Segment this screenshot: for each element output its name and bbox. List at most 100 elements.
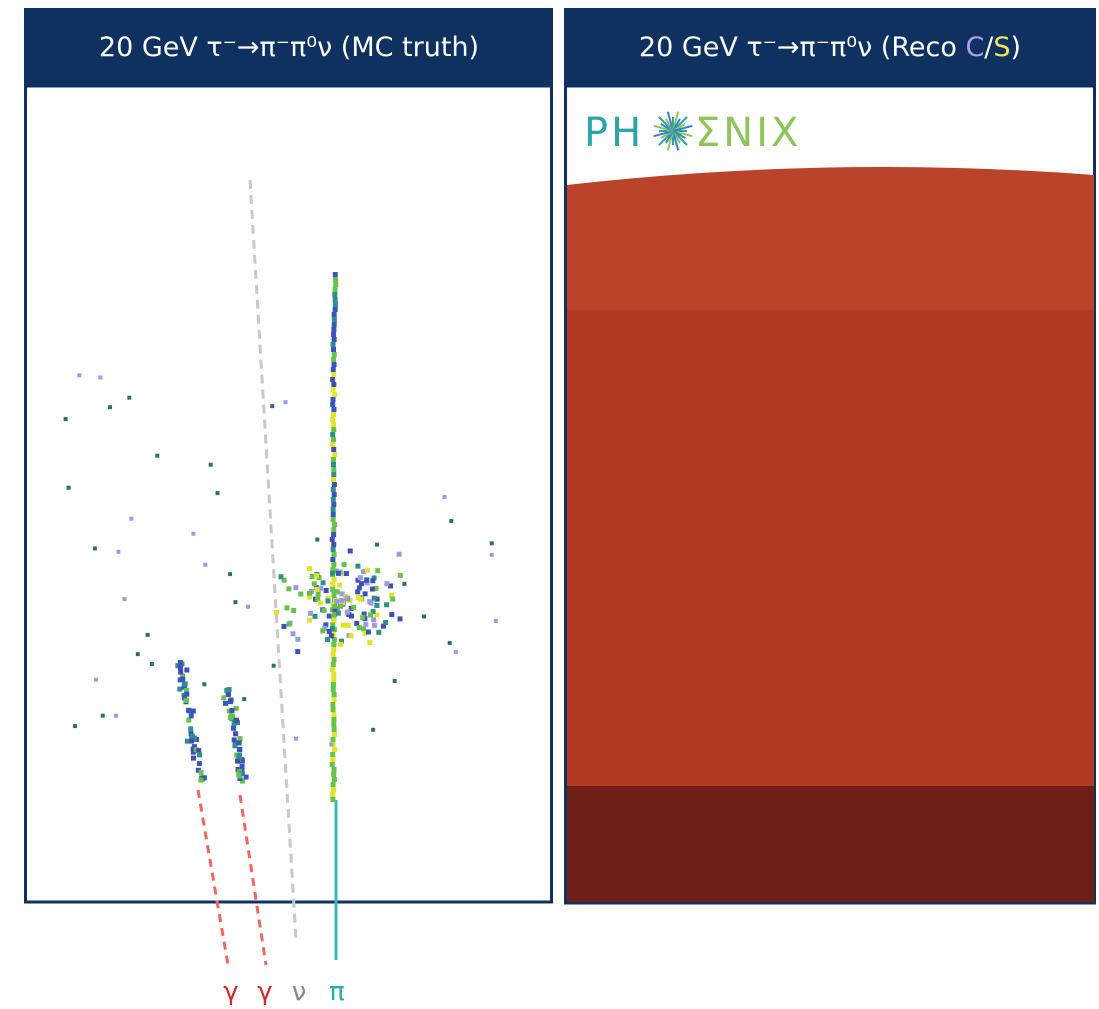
hit bbox=[114, 714, 118, 718]
hit bbox=[332, 767, 337, 772]
hit bbox=[331, 672, 336, 677]
hit bbox=[402, 582, 406, 586]
hit bbox=[331, 347, 336, 352]
hit bbox=[331, 772, 336, 777]
hit bbox=[365, 568, 370, 573]
hit bbox=[228, 699, 233, 704]
hit bbox=[203, 563, 207, 567]
hit bbox=[223, 701, 228, 706]
hit bbox=[332, 312, 337, 317]
hit bbox=[322, 608, 327, 613]
hit bbox=[330, 557, 335, 562]
hit bbox=[178, 670, 183, 675]
hit bbox=[345, 623, 350, 628]
hit bbox=[307, 591, 312, 596]
hit bbox=[229, 713, 234, 718]
hit bbox=[330, 377, 335, 382]
hit bbox=[372, 596, 377, 601]
hit bbox=[345, 610, 350, 615]
hit bbox=[190, 734, 195, 739]
hit bbox=[331, 447, 336, 452]
hit bbox=[286, 622, 291, 627]
title-text: 20 GeV τ⁻→π⁻π⁰ν (Reco bbox=[639, 32, 966, 63]
hit bbox=[331, 782, 336, 787]
hit bbox=[330, 402, 335, 407]
hit bbox=[331, 687, 336, 692]
hit bbox=[334, 599, 339, 604]
hit bbox=[186, 718, 191, 723]
hit bbox=[490, 553, 494, 557]
hit bbox=[233, 731, 238, 736]
hit bbox=[357, 625, 362, 630]
hit bbox=[329, 742, 333, 746]
hit bbox=[332, 317, 337, 322]
hit bbox=[339, 598, 344, 603]
hit bbox=[146, 633, 150, 637]
hit bbox=[332, 657, 337, 662]
hit bbox=[398, 616, 403, 621]
hit bbox=[363, 622, 368, 627]
hit bbox=[331, 367, 336, 372]
hit bbox=[182, 681, 187, 686]
hit bbox=[237, 747, 242, 752]
hit bbox=[331, 467, 336, 472]
hit bbox=[191, 532, 195, 536]
hit bbox=[233, 600, 237, 604]
hit bbox=[332, 577, 337, 582]
hit bbox=[278, 574, 283, 579]
hit bbox=[336, 611, 341, 616]
hit bbox=[244, 775, 249, 780]
hit bbox=[325, 637, 330, 642]
hit bbox=[331, 477, 336, 482]
hit bbox=[341, 623, 346, 628]
hit bbox=[331, 722, 336, 727]
hit bbox=[331, 512, 336, 517]
hit bbox=[238, 736, 243, 741]
hit bbox=[376, 630, 381, 635]
hit bbox=[330, 737, 335, 742]
hit bbox=[366, 630, 371, 635]
hit bbox=[307, 566, 312, 571]
hit bbox=[332, 452, 337, 457]
hit bbox=[337, 583, 342, 588]
hit bbox=[331, 517, 336, 522]
hit bbox=[332, 322, 337, 327]
hit bbox=[281, 624, 286, 629]
hit bbox=[227, 687, 232, 692]
hit bbox=[136, 652, 140, 656]
photon-label: γ bbox=[257, 977, 272, 1005]
hit bbox=[270, 404, 274, 408]
hit bbox=[331, 677, 336, 682]
hit bbox=[197, 752, 202, 757]
hit bbox=[108, 405, 112, 409]
hit bbox=[390, 597, 395, 602]
hit bbox=[443, 495, 447, 499]
hit bbox=[127, 396, 131, 400]
hit bbox=[129, 517, 133, 521]
hit bbox=[187, 708, 192, 713]
hit bbox=[332, 337, 337, 342]
page: 20 GeV τ⁻→π⁻π⁰ν (MC truth) γ γ ν π 20 Ge… bbox=[0, 0, 1099, 1009]
hit bbox=[197, 761, 202, 766]
hit bbox=[284, 605, 289, 610]
hit bbox=[331, 462, 336, 467]
hit bbox=[64, 417, 68, 421]
hit bbox=[494, 619, 498, 623]
hit bbox=[331, 787, 336, 792]
hit bbox=[315, 537, 319, 541]
hit bbox=[284, 400, 288, 404]
hit bbox=[331, 717, 336, 722]
logo-star bbox=[654, 112, 693, 151]
hit bbox=[398, 573, 403, 578]
hit bbox=[330, 582, 335, 587]
hit bbox=[345, 596, 350, 601]
hit bbox=[355, 589, 360, 594]
hit bbox=[358, 575, 363, 580]
hit bbox=[331, 562, 336, 567]
hit bbox=[375, 568, 380, 573]
hit bbox=[116, 550, 120, 554]
hit bbox=[198, 778, 203, 783]
title-close: ) bbox=[1011, 32, 1022, 63]
hit bbox=[331, 712, 336, 717]
left-box bbox=[26, 86, 552, 902]
